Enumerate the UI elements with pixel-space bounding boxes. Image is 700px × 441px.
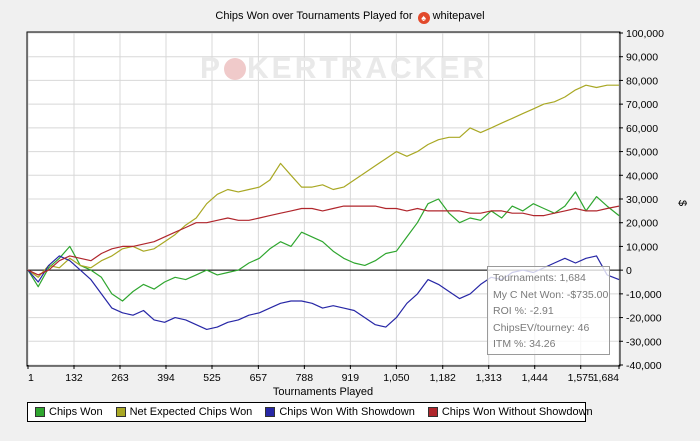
y-tick-label: 80,000 [626, 75, 658, 87]
x-tick-label: 132 [65, 372, 83, 384]
y-tick-label: 90,000 [626, 52, 658, 64]
series-line-chips-won-without-showdown [27, 205, 620, 276]
x-tick-label: 394 [157, 372, 175, 384]
legend-label: Chips Won With Showdown [279, 406, 415, 418]
y-tick-label: 40,000 [626, 170, 658, 182]
legend-item-with-showdown[interactable]: Chips Won With Showdown [265, 406, 415, 418]
y-tick-label: 20,000 [626, 218, 658, 230]
x-axis-ticks: 1 132 263 394 525 657 788 919 1,050 1,182 1,313 1,4… [27, 365, 620, 384]
y-tick-label: -20,000 [626, 313, 662, 325]
stats-tooltip: Tournaments: 1,684 My C Net Won: -$735.0… [487, 266, 610, 355]
chart-title: Chips Won over Tournaments Played for ♠ w… [0, 10, 700, 24]
x-tick-label: 1,182 [430, 372, 456, 384]
x-tick-label: 657 [250, 372, 268, 384]
x-tick-label: 1,313 [476, 372, 502, 384]
x-tick-label: 525 [203, 372, 221, 384]
player-name: whitepavel [432, 10, 485, 22]
legend-label: Chips Won Without Showdown [441, 406, 593, 418]
y-tick-label: -10,000 [626, 289, 662, 301]
x-tick-label: 919 [342, 372, 360, 384]
x-tick-label: 1,444 [522, 372, 548, 384]
series-line-net-expected-chips-won [27, 84, 619, 278]
y-axis-title: $ [676, 200, 688, 206]
y-tick-label: -30,000 [626, 336, 662, 348]
chart-legend: Chips Won Net Expected Chips Won Chips W… [27, 402, 593, 422]
y-tick-label: 60,000 [626, 123, 658, 135]
legend-swatch [115, 407, 126, 417]
x-tick-label: 788 [296, 372, 314, 384]
watermark-right: TRACKER [319, 52, 488, 85]
x-axis-title: Tournaments Played [273, 386, 373, 398]
legend-item-chips-won[interactable]: Chips Won [35, 406, 103, 418]
y-tick-label: 10,000 [626, 241, 658, 253]
series-line-chips-won [27, 191, 620, 302]
legend-label: Net Expected Chips Won [129, 406, 253, 418]
watermark-left: P [200, 52, 224, 85]
x-tick-label: 263 [111, 372, 129, 384]
y-tick-label: 70,000 [626, 99, 658, 111]
y-axis-ticks: -40,000 -30,000 -20,000 -10,000 0 10,000 20,00… [619, 28, 664, 372]
x-tick-label: 1,684 [593, 372, 619, 384]
y-tick-label: 50,000 [626, 147, 658, 159]
chart-title-text: Chips Won over Tournaments Played for [215, 10, 413, 22]
legend-swatch [427, 407, 438, 417]
watermark-middle: KER [247, 52, 320, 85]
y-tick-label: 30,000 [626, 194, 658, 206]
x-tick-label: 1,575 [568, 372, 594, 384]
y-tick-label: 0 [626, 265, 632, 277]
x-tick-label: 1 [28, 372, 34, 384]
x-tick-label: 1,050 [383, 372, 409, 384]
y-tick-label: -40,000 [626, 360, 662, 372]
legend-swatch [35, 407, 45, 417]
legend-item-without-showdown[interactable]: Chips Won Without Showdown [427, 406, 593, 418]
pokertracker-watermark: P KERTRACKER [200, 52, 487, 86]
spade-icon: ♠ [417, 12, 430, 24]
legend-swatch [265, 407, 276, 417]
series-lines [27, 84, 620, 330]
chip-logo-icon [224, 58, 247, 80]
tooltip-line: My C Net Won: -$735.00 [493, 288, 609, 301]
legend-item-net-expected[interactable]: Net Expected Chips Won [115, 406, 253, 418]
legend-label: Chips Won [49, 406, 103, 418]
y-tick-label: 100,000 [626, 28, 664, 40]
tooltip-line: ITM %: 34.26 [493, 338, 556, 350]
tooltip-line: ROI %: -2.91 [493, 305, 554, 317]
tooltip-line: Tournaments: 1,684 [493, 272, 586, 284]
tooltip-line: ChipsEV/tourney: 46 [493, 321, 590, 334]
